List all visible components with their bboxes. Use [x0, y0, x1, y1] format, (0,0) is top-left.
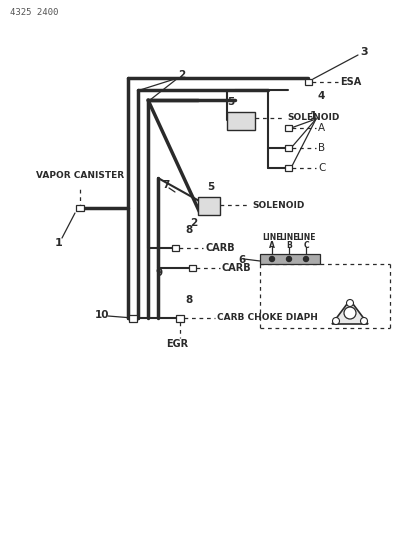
- Text: CARB: CARB: [222, 263, 252, 273]
- Text: CARB: CARB: [205, 243, 235, 253]
- Bar: [171, 245, 179, 251]
- Text: B: B: [286, 240, 292, 249]
- Bar: [284, 145, 291, 151]
- Bar: [176, 314, 184, 321]
- Text: 9: 9: [155, 268, 162, 278]
- Bar: [304, 79, 311, 85]
- Bar: [129, 314, 137, 321]
- Text: 4325 2400: 4325 2400: [10, 8, 58, 17]
- Circle shape: [333, 318, 339, 325]
- Bar: [227, 112, 255, 130]
- Text: VAPOR CANISTER: VAPOR CANISTER: [36, 171, 124, 180]
- Circle shape: [270, 256, 275, 262]
- Circle shape: [344, 307, 356, 319]
- Text: 6: 6: [238, 255, 245, 265]
- Text: 8: 8: [185, 225, 192, 235]
- Bar: [198, 197, 220, 215]
- Text: 5: 5: [207, 182, 214, 192]
- Text: 1: 1: [310, 111, 317, 121]
- Text: SOLENOID: SOLENOID: [287, 114, 339, 123]
- Text: C: C: [303, 240, 309, 249]
- Text: 2: 2: [178, 70, 185, 80]
- Text: 3: 3: [360, 47, 368, 57]
- Text: B: B: [318, 143, 325, 153]
- Text: LINE: LINE: [296, 233, 316, 243]
- Text: C: C: [318, 163, 325, 173]
- Bar: [284, 125, 291, 131]
- Text: SOLENOID: SOLENOID: [252, 200, 304, 209]
- Text: A: A: [318, 123, 325, 133]
- Bar: [76, 205, 84, 211]
- Text: 7: 7: [162, 180, 169, 190]
- Circle shape: [361, 318, 368, 325]
- Circle shape: [286, 256, 291, 262]
- Text: A: A: [269, 240, 275, 249]
- Text: 1: 1: [55, 238, 63, 248]
- Text: ESA: ESA: [340, 77, 361, 87]
- Text: LINE: LINE: [279, 233, 299, 243]
- Circle shape: [346, 300, 353, 306]
- Circle shape: [304, 256, 308, 262]
- Text: 8: 8: [185, 295, 192, 305]
- Bar: [260, 254, 320, 264]
- Text: 4: 4: [318, 91, 325, 101]
- Bar: [284, 165, 291, 171]
- Text: EGR: EGR: [166, 339, 188, 349]
- Text: LINE: LINE: [262, 233, 282, 243]
- Text: CARB CHOKE DIAPH: CARB CHOKE DIAPH: [217, 313, 318, 322]
- Text: 5: 5: [227, 97, 234, 107]
- Text: 2: 2: [190, 218, 197, 228]
- Polygon shape: [332, 300, 368, 324]
- Bar: [188, 265, 195, 271]
- Text: 10: 10: [95, 310, 109, 320]
